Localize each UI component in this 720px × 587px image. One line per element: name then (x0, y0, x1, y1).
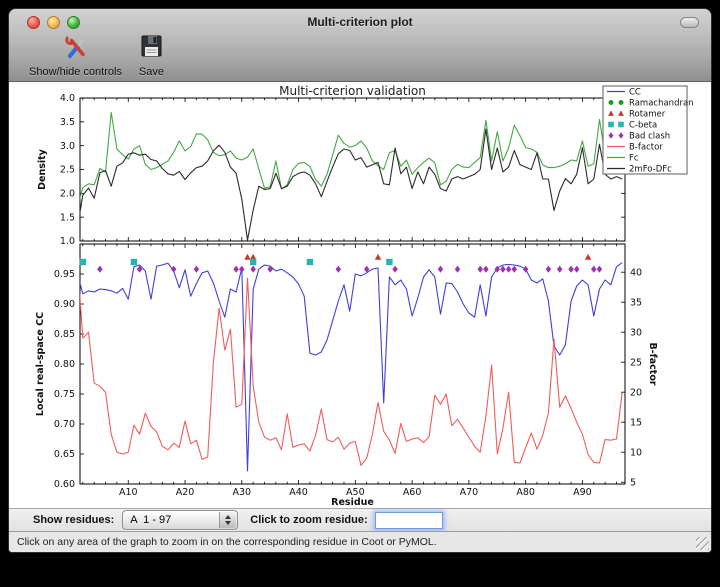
svg-text:2.0: 2.0 (60, 189, 75, 200)
svg-text:A70: A70 (460, 487, 479, 498)
svg-text:3.0: 3.0 (60, 141, 75, 152)
svg-text:4.0: 4.0 (60, 93, 75, 104)
app-window: Multi-criterion plot Show/hide controls (8, 8, 712, 553)
svg-text:35: 35 (630, 297, 642, 308)
svg-text:2mFo-DFc: 2mFo-DFc (629, 165, 672, 175)
window-title: Multi-criterion plot (307, 15, 413, 29)
zoom-button[interactable] (67, 16, 80, 29)
svg-text:A20: A20 (176, 487, 195, 498)
svg-text:0.65: 0.65 (54, 449, 75, 460)
svg-text:Bad clash: Bad clash (629, 132, 670, 142)
svg-text:Ramachandran: Ramachandran (629, 99, 694, 109)
svg-text:1.0: 1.0 (60, 236, 75, 247)
svg-text:Fc: Fc (629, 154, 639, 164)
svg-text:3.5: 3.5 (60, 117, 75, 128)
up-down-stepper-icon (219, 512, 237, 528)
svg-text:0.70: 0.70 (54, 419, 75, 430)
svg-text:Density: Density (37, 148, 48, 190)
svg-text:0.85: 0.85 (54, 329, 75, 340)
traffic-lights (27, 16, 80, 29)
svg-text:A10: A10 (119, 487, 138, 498)
svg-text:0.95: 0.95 (54, 269, 75, 280)
minimize-button[interactable] (47, 16, 60, 29)
zoom-residue-label: Click to zoom residue: (250, 514, 368, 526)
status-bar: Click on any area of the graph to zoom i… (9, 531, 711, 552)
window-header: Multi-criterion plot Show/hide controls (9, 9, 711, 82)
toolbar: Show/hide controls Save (29, 33, 165, 78)
tools-icon (62, 33, 89, 65)
plot-controls-row: Show residues: A 1 - 97 Click to zoom re… (9, 508, 711, 531)
svg-text:5: 5 (630, 477, 636, 488)
show-hide-controls-label: Show/hide controls (29, 66, 122, 78)
chain-range-value: A 1 - 97 (130, 514, 172, 526)
status-text: Click on any area of the graph to zoom i… (17, 536, 437, 548)
svg-text:Local real-space CC: Local real-space CC (35, 312, 46, 416)
svg-text:20: 20 (630, 387, 642, 398)
save-label: Save (138, 66, 164, 78)
svg-text:10: 10 (630, 447, 642, 458)
svg-text:40: 40 (630, 267, 642, 278)
svg-text:A40: A40 (289, 487, 308, 498)
svg-text:30: 30 (630, 327, 642, 338)
svg-text:B-factor: B-factor (629, 143, 663, 153)
svg-text:B-factor: B-factor (647, 342, 658, 385)
svg-text:A30: A30 (233, 487, 252, 498)
svg-text:25: 25 (630, 357, 642, 368)
resize-grip-icon[interactable] (696, 537, 709, 550)
svg-text:0.90: 0.90 (54, 299, 75, 310)
svg-text:15: 15 (630, 417, 642, 428)
show-residues-label: Show residues: (33, 514, 115, 526)
multi-criterion-plot-canvas[interactable]: Multi-criterion validation Residue Density… (9, 82, 711, 508)
svg-text:Rotamer: Rotamer (629, 110, 666, 120)
svg-text:A80: A80 (516, 487, 535, 498)
svg-text:C-beta: C-beta (629, 121, 657, 131)
zoom-residue-input[interactable] (374, 511, 443, 529)
svg-text:A50: A50 (346, 487, 365, 498)
svg-text:A90: A90 (573, 487, 592, 498)
show-hide-controls-button[interactable]: Show/hide controls (29, 33, 122, 78)
titlebar: Multi-criterion plot (9, 9, 711, 35)
svg-text:0.60: 0.60 (54, 479, 75, 490)
svg-text:1.5: 1.5 (60, 212, 75, 223)
svg-text:Multi-criterion validation: Multi-criterion validation (279, 84, 426, 98)
svg-text:A60: A60 (403, 487, 422, 498)
svg-text:2.5: 2.5 (60, 165, 75, 176)
save-icon (138, 33, 165, 65)
svg-text:Residue: Residue (331, 497, 374, 508)
chain-range-select[interactable]: A 1 - 97 (122, 510, 239, 530)
svg-text:CC: CC (629, 88, 641, 98)
toolbar-toggle-button[interactable] (680, 17, 699, 28)
svg-text:0.80: 0.80 (54, 359, 75, 370)
close-button[interactable] (27, 16, 40, 29)
svg-text:0.75: 0.75 (54, 389, 75, 400)
save-button[interactable]: Save (138, 33, 165, 78)
